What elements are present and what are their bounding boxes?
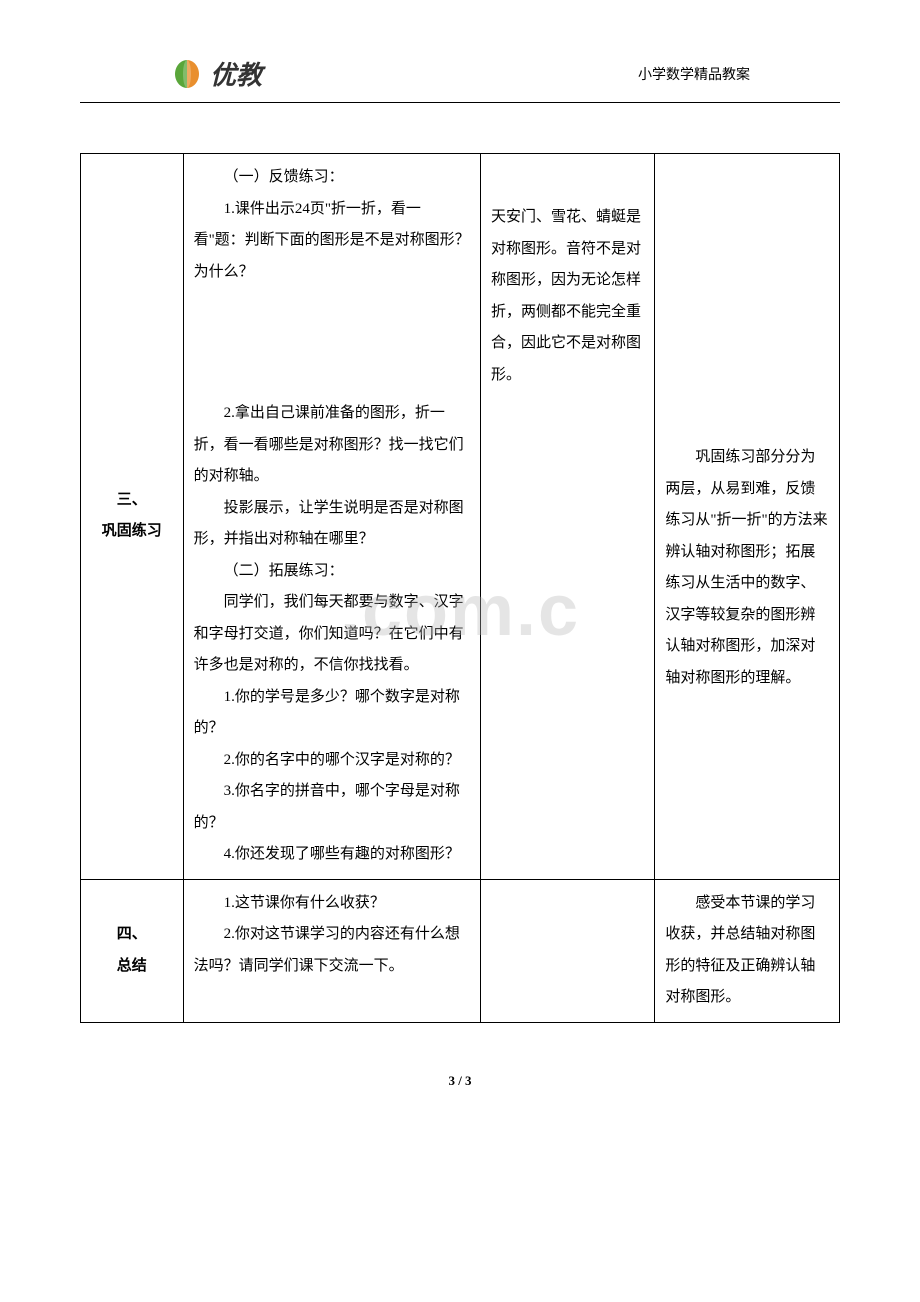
para: 感受本节课的学习收获，并总结轴对称图形的特征及正确辨认轴对称图形。: [665, 888, 829, 1014]
spacer: [665, 162, 829, 442]
page-header: 优教 小学数学精品教案: [80, 0, 840, 103]
logo-text: 优教: [210, 55, 262, 92]
section-line: 四、: [91, 919, 173, 951]
para: （二）拓展练习：: [194, 556, 470, 588]
lesson-table: 三、 巩固练习 （一）反馈练习： 1.课件出示24页"折一折，看一看"题：判断下…: [80, 153, 840, 1023]
para: （一）反馈练习：: [194, 162, 470, 194]
section-line: 三、: [91, 485, 173, 517]
spacer: [491, 162, 644, 202]
page-content: 三、 巩固练习 （一）反馈练习： 1.课件出示24页"折一折，看一看"题：判断下…: [0, 103, 920, 1053]
para: 2.你的名字中的哪个汉字是对称的？: [194, 745, 470, 777]
activity-cell: （一）反馈练习： 1.课件出示24页"折一折，看一看"题：判断下面的图形是不是对…: [183, 154, 480, 880]
student-activity-cell: 天安门、雪花、蜻蜓是对称图形。音符不是对称图形，因为无论怎样折，两侧都不能完全重…: [481, 154, 655, 880]
para: 1.课件出示24页"折一折，看一看"题：判断下面的图形是不是对称图形？为什么？: [194, 194, 470, 289]
table-row: 三、 巩固练习 （一）反馈练习： 1.课件出示24页"折一折，看一看"题：判断下…: [81, 154, 840, 880]
spacer: [194, 288, 470, 398]
page-number: 3 / 3: [0, 1053, 920, 1129]
design-intent-cell: 巩固练习部分分为两层，从易到难，反馈练习从"折一折"的方法来辨认轴对称图形；拓展…: [655, 154, 840, 880]
para: 1.这节课你有什么收获？: [194, 888, 470, 920]
section-number-cell: 三、 巩固练习: [81, 154, 184, 880]
para: 同学们，我们每天都要与数字、汉字和字母打交道，你们知道吗？在它们中有许多也是对称…: [194, 587, 470, 682]
table-row: 四、 总结 1.这节课你有什么收获？ 2.你对这节课学习的内容还有什么想法吗？请…: [81, 879, 840, 1022]
section-line: 巩固练习: [91, 516, 173, 548]
section-line: 总结: [91, 951, 173, 983]
design-intent-cell: 感受本节课的学习收获，并总结轴对称图形的特征及正确辨认轴对称图形。: [655, 879, 840, 1022]
para: 投影展示，让学生说明是否是对称图形，并指出对称轴在哪里？: [194, 493, 470, 556]
para: 巩固练习部分分为两层，从易到难，反馈练习从"折一折"的方法来辨认轴对称图形；拓展…: [665, 442, 829, 694]
student-activity-cell: [481, 879, 655, 1022]
activity-cell: 1.这节课你有什么收获？ 2.你对这节课学习的内容还有什么想法吗？请同学们课下交…: [183, 879, 480, 1022]
para: 天安门、雪花、蜻蜓是对称图形。音符不是对称图形，因为无论怎样折，两侧都不能完全重…: [491, 202, 644, 391]
para: 1.你的学号是多少？哪个数字是对称的？: [194, 682, 470, 745]
para: 2.你对这节课学习的内容还有什么想法吗？请同学们课下交流一下。: [194, 919, 470, 982]
para: 4.你还发现了哪些有趣的对称图形？: [194, 839, 470, 871]
para: 2.拿出自己课前准备的图形，折一折，看一看哪些是对称图形？找一找它们的对称轴。: [194, 398, 470, 493]
logo-icon: [170, 57, 204, 91]
section-number-cell: 四、 总结: [81, 879, 184, 1022]
header-right-text: 小学数学精品教案: [638, 64, 750, 84]
logo: 优教: [170, 55, 262, 92]
para: 3.你名字的拼音中，哪个字母是对称的？: [194, 776, 470, 839]
